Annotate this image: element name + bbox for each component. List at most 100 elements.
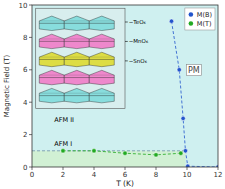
structure-edge xyxy=(39,20,64,21)
y-tick-label: 2 xyxy=(23,131,27,139)
y-tick-label: 8 xyxy=(23,34,27,42)
y-axis-label: Magnetic Field (T) xyxy=(3,55,11,118)
structure-edge xyxy=(64,93,89,94)
x-tick xyxy=(218,167,219,170)
legend-marker xyxy=(189,12,194,17)
structure-edge xyxy=(89,57,114,58)
phase-boundary xyxy=(32,150,185,151)
structure-edge xyxy=(89,93,114,94)
structure-edge xyxy=(64,41,89,42)
structure-octahedron xyxy=(39,88,64,102)
structure-label: −SnO₆ xyxy=(129,58,148,64)
data-point xyxy=(177,68,181,72)
structure-edge xyxy=(64,59,89,60)
data-point xyxy=(179,151,183,155)
x-tick xyxy=(32,167,33,170)
x-tick xyxy=(125,167,126,170)
structure-edge xyxy=(39,93,64,94)
structure-octahedron xyxy=(39,34,64,48)
structure-edge xyxy=(89,77,114,78)
structure-edge xyxy=(39,77,64,78)
structure-edge xyxy=(64,77,89,78)
structure-edge xyxy=(89,38,114,39)
y-tick xyxy=(29,134,32,135)
y-tick xyxy=(29,167,32,168)
structure-leader xyxy=(125,22,128,23)
y-tick-label: 10 xyxy=(19,2,28,10)
structure-octahedron xyxy=(64,34,89,48)
data-point xyxy=(154,153,158,157)
structure-edge xyxy=(39,59,64,60)
structure-octahedron xyxy=(89,88,114,102)
y-tick-label: 0 xyxy=(23,164,27,172)
structure-edge xyxy=(64,20,89,21)
structure-octahedron xyxy=(89,34,114,48)
label-box xyxy=(186,65,201,76)
structure-octahedron xyxy=(39,16,64,30)
series-line xyxy=(172,21,219,167)
structure-edge xyxy=(89,20,114,21)
data-point xyxy=(181,116,185,120)
structure-label: −MnO₆ xyxy=(129,38,149,44)
series-line xyxy=(63,151,181,155)
structure-octahedron xyxy=(64,52,89,66)
phase-label: PM xyxy=(188,66,200,75)
legend-marker xyxy=(189,21,194,26)
phase-region xyxy=(32,151,185,167)
structure-edge xyxy=(39,57,64,58)
structure-edge xyxy=(89,23,114,24)
structure-edge xyxy=(89,95,114,96)
legend-label: M(B) xyxy=(197,11,212,19)
data-point xyxy=(169,19,173,23)
data-point xyxy=(186,164,190,167)
x-tick xyxy=(63,167,64,170)
structure-octahedron xyxy=(39,70,64,84)
plot-frame xyxy=(32,5,218,167)
y-tick xyxy=(29,37,32,38)
data-point xyxy=(183,149,187,153)
structure-octahedron xyxy=(64,70,89,84)
structure-edge xyxy=(39,38,64,39)
x-tick-label: 6 xyxy=(123,171,128,179)
structure-edge xyxy=(39,23,64,24)
y-tick xyxy=(29,102,32,103)
legend: M(B)M(T) xyxy=(185,8,215,30)
data-point xyxy=(61,149,65,153)
structure-inset xyxy=(36,8,125,108)
x-tick-label: 4 xyxy=(92,171,97,179)
x-tick-label: 0 xyxy=(30,171,34,179)
structure-edge xyxy=(64,38,89,39)
plot-background xyxy=(32,5,218,167)
structure-edge xyxy=(89,59,114,60)
x-tick xyxy=(156,167,157,170)
structure-edge xyxy=(39,95,64,96)
y-tick xyxy=(29,5,32,6)
structure-edge xyxy=(64,23,89,24)
structure-octahedron xyxy=(89,70,114,84)
structure-edge xyxy=(64,57,89,58)
structure-leader xyxy=(125,41,128,42)
error-bar xyxy=(179,152,183,155)
structure-edge xyxy=(89,41,114,42)
structure-octahedron xyxy=(89,52,114,66)
x-tick-label: 2 xyxy=(61,171,65,179)
phase-label: AFM II xyxy=(54,116,74,124)
error-bar xyxy=(61,150,65,153)
x-tick-label: 10 xyxy=(183,171,192,179)
x-tick xyxy=(187,167,188,170)
y-tick xyxy=(29,69,32,70)
x-axis-label: T (K) xyxy=(115,179,134,188)
phase-label: AFM I xyxy=(54,140,72,148)
structure-octahedron xyxy=(39,52,64,66)
structure-edge xyxy=(89,75,114,76)
legend-frame xyxy=(185,8,215,30)
structure-label: −TeO₆ xyxy=(129,19,147,25)
chart: 0246810120246810T (K)Magnetic Field (T)A… xyxy=(0,0,225,189)
x-tick-label: 12 xyxy=(214,171,223,179)
structure-leader xyxy=(125,60,128,61)
structure-edge xyxy=(64,75,89,76)
y-tick-label: 4 xyxy=(23,99,28,107)
legend-label: M(T) xyxy=(197,20,212,28)
y-tick-label: 6 xyxy=(23,66,28,74)
data-point xyxy=(123,151,127,155)
